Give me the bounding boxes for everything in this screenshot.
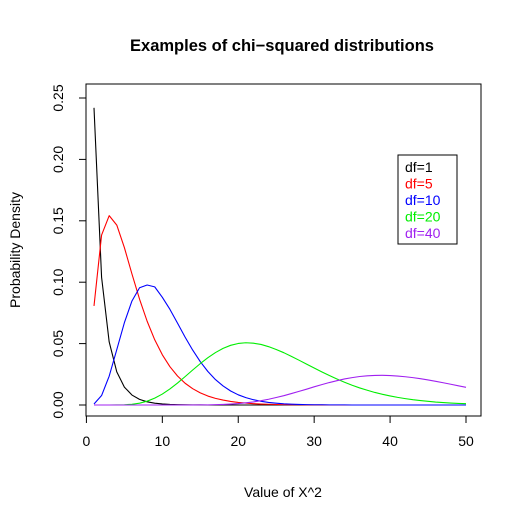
y-axis-label: Probability Density xyxy=(7,192,23,308)
y-tick-label: 0.20 xyxy=(50,146,66,173)
y-axis: 0.00 0.05 0.10 0.15 0.20 0.25 xyxy=(50,84,87,419)
x-tick-label: 10 xyxy=(155,433,171,449)
y-tick-label: 0.00 xyxy=(50,391,66,418)
y-tick-label: 0.15 xyxy=(50,207,66,234)
series-line-df-1 xyxy=(93,107,466,406)
legend-box xyxy=(397,154,458,245)
chart-title: Examples of chi−squared distributions xyxy=(130,37,434,55)
y-tick-label: 0.10 xyxy=(50,268,66,295)
legend-entry: df=1 xyxy=(405,159,433,175)
y-tick-label: 0.25 xyxy=(50,84,66,111)
legend-entry: df=10 xyxy=(405,192,441,208)
x-tick-label: 30 xyxy=(306,433,322,449)
series-line-df-20 xyxy=(94,342,467,406)
y-tick-label: 0.05 xyxy=(50,330,66,357)
x-tick-label: 40 xyxy=(382,433,398,449)
x-axis: 0 10 20 30 40 50 xyxy=(83,415,474,449)
x-axis-label: Value of X^2 xyxy=(244,484,322,500)
plot-frame xyxy=(85,83,482,417)
legend-entry: df=5 xyxy=(405,176,433,192)
x-tick-label: 20 xyxy=(230,433,246,449)
series-line-df-10 xyxy=(93,284,466,406)
x-tick-label: 50 xyxy=(458,433,474,449)
series-line-df-40 xyxy=(94,374,467,406)
legend-entry: df=40 xyxy=(405,225,441,241)
x-tick-label: 0 xyxy=(83,433,91,449)
legend-entry: df=20 xyxy=(405,209,441,225)
series-layer xyxy=(93,107,467,406)
